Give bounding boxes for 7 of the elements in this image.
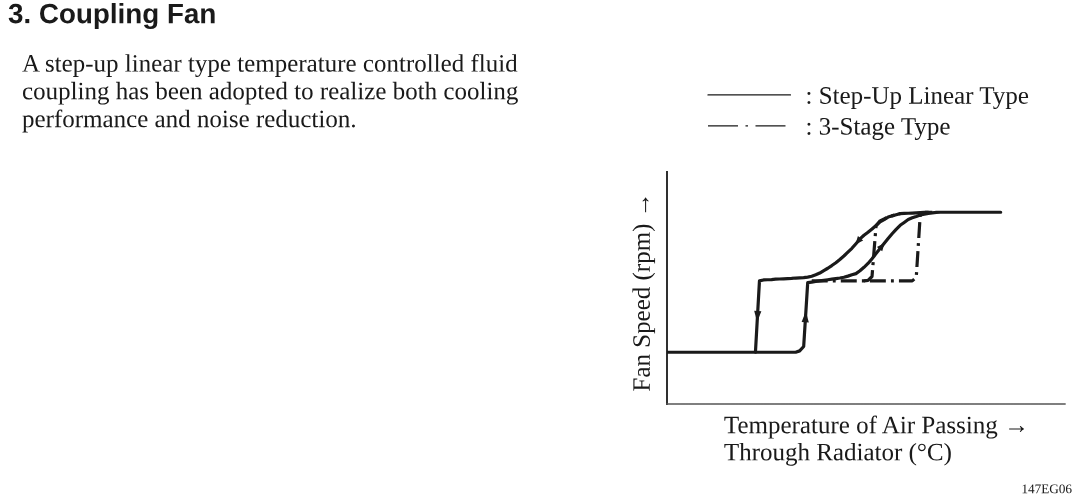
y-axis-title: Fan Speed (rpm) → [632,197,656,391]
legend-label: : Step-Up Linear Type [807,87,1029,110]
text: 147EG06 [1022,484,1072,494]
x-axis-title: Temperature of Air Passing → Through Radiator (°C) [724,415,1024,466]
legend-label: : 3-Stage Type [807,118,950,140]
text: 3. Coupling Fan [8,3,215,30]
text: A step-up linear type temperature controlled fluid coupling has been adopted to realize both cooling performance and noise reduction. [22,54,518,133]
